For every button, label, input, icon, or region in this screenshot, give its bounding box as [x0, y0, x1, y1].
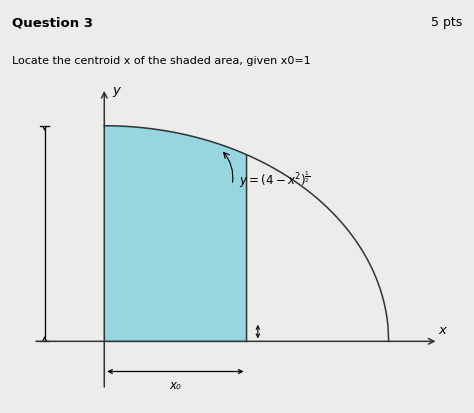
- Text: y: y: [112, 84, 120, 97]
- Text: Locate the centroid x of the shaded area, given x0=1: Locate the centroid x of the shaded area…: [12, 56, 310, 66]
- Text: x₀: x₀: [170, 379, 181, 392]
- Text: Question 3: Question 3: [12, 16, 93, 29]
- Text: x: x: [439, 324, 447, 337]
- Text: 5 pts: 5 pts: [431, 16, 462, 29]
- Text: $y = (4 - x^2)^{\frac{1}{2}}$: $y = (4 - x^2)^{\frac{1}{2}}$: [239, 170, 311, 190]
